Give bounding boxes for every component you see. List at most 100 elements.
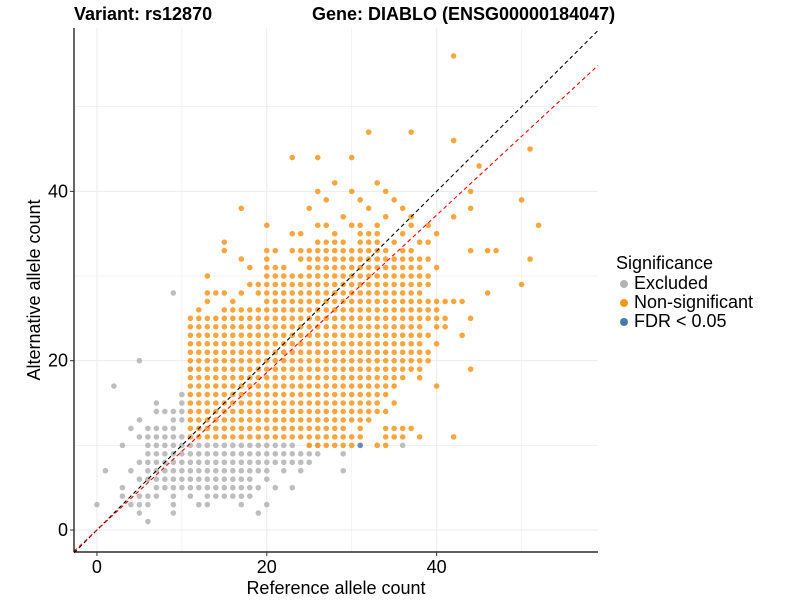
x-tick-label: 20 bbox=[257, 557, 277, 577]
data-point bbox=[348, 332, 355, 339]
legend-key-excluded bbox=[620, 279, 628, 288]
grid-lines bbox=[74, 28, 598, 552]
data-point bbox=[348, 324, 355, 330]
data-point bbox=[391, 332, 397, 339]
data-point bbox=[323, 391, 330, 398]
data-point bbox=[306, 383, 313, 389]
data-point bbox=[170, 408, 177, 415]
data-point bbox=[213, 366, 219, 372]
data-point bbox=[196, 332, 202, 339]
data-point bbox=[289, 451, 296, 457]
data-point bbox=[382, 315, 389, 322]
data-point bbox=[246, 476, 253, 482]
data-point bbox=[246, 315, 253, 322]
data-point bbox=[348, 383, 355, 389]
data-point bbox=[238, 484, 245, 491]
data-point bbox=[230, 332, 236, 339]
data-point bbox=[450, 298, 457, 305]
gene-title: Gene: DIABLO (ENSG00000184047) bbox=[312, 4, 616, 24]
data-point bbox=[365, 357, 372, 364]
data-point bbox=[365, 315, 372, 322]
data-point bbox=[382, 188, 389, 195]
data-point bbox=[331, 315, 338, 322]
data-point bbox=[238, 340, 245, 347]
data-point bbox=[196, 400, 202, 406]
reference-line-fit bbox=[73, 65, 599, 552]
data-point bbox=[238, 205, 245, 212]
data-point bbox=[111, 383, 117, 389]
data-point bbox=[289, 340, 296, 347]
data-point bbox=[196, 408, 202, 415]
data-point bbox=[306, 451, 313, 457]
data-point bbox=[280, 332, 287, 339]
data-point bbox=[289, 230, 296, 237]
data-point bbox=[382, 349, 389, 356]
data-point bbox=[399, 307, 406, 313]
data-point bbox=[238, 442, 245, 449]
data-point bbox=[204, 298, 211, 305]
data-point bbox=[348, 256, 355, 262]
data-point bbox=[382, 273, 389, 279]
series-fdr-0-05 bbox=[357, 442, 364, 449]
data-point bbox=[246, 425, 253, 432]
data-point bbox=[153, 408, 160, 415]
data-point bbox=[297, 467, 304, 474]
data-point bbox=[535, 222, 542, 229]
data-point bbox=[280, 374, 287, 381]
data-point bbox=[272, 324, 279, 330]
data-point bbox=[391, 298, 397, 305]
data-point bbox=[221, 451, 228, 457]
data-point bbox=[348, 442, 355, 449]
data-point bbox=[136, 357, 143, 364]
data-point bbox=[323, 324, 330, 330]
data-point bbox=[450, 137, 457, 144]
data-point bbox=[263, 425, 270, 432]
data-point bbox=[145, 459, 151, 466]
data-point bbox=[145, 434, 151, 440]
data-point bbox=[255, 425, 262, 432]
data-point bbox=[246, 391, 253, 398]
data-point bbox=[213, 374, 219, 381]
data-point bbox=[280, 324, 287, 330]
data-point bbox=[289, 434, 296, 440]
data-point bbox=[331, 366, 338, 372]
data-point bbox=[153, 476, 160, 482]
data-point bbox=[374, 332, 380, 339]
data-point bbox=[246, 467, 253, 474]
data-point bbox=[314, 273, 321, 279]
data-point bbox=[230, 315, 236, 322]
data-point bbox=[297, 417, 304, 423]
data-point bbox=[297, 434, 304, 440]
data-point bbox=[340, 332, 347, 339]
data-point bbox=[297, 332, 304, 339]
data-point bbox=[416, 256, 423, 262]
data-point bbox=[408, 247, 414, 254]
data-point bbox=[238, 434, 245, 440]
data-point bbox=[476, 163, 482, 169]
data-point bbox=[314, 340, 321, 347]
data-point bbox=[425, 273, 431, 279]
data-point bbox=[196, 307, 202, 313]
data-point bbox=[357, 230, 364, 237]
data-point bbox=[263, 298, 270, 305]
data-point bbox=[391, 340, 397, 347]
data-point bbox=[357, 247, 364, 254]
data-point bbox=[187, 374, 194, 381]
data-point bbox=[162, 442, 168, 449]
data-point bbox=[272, 442, 279, 449]
data-point bbox=[272, 298, 279, 305]
data-point bbox=[221, 442, 228, 449]
data-point bbox=[331, 434, 338, 440]
data-point bbox=[408, 290, 414, 296]
data-point bbox=[450, 213, 457, 220]
data-point bbox=[221, 340, 228, 347]
data-point bbox=[272, 400, 279, 406]
data-point bbox=[162, 434, 168, 440]
data-point bbox=[399, 442, 406, 449]
data-point bbox=[374, 315, 380, 322]
data-point bbox=[289, 391, 296, 398]
data-point bbox=[230, 408, 236, 415]
data-point bbox=[204, 290, 211, 296]
data-point bbox=[280, 366, 287, 372]
data-point bbox=[314, 357, 321, 364]
